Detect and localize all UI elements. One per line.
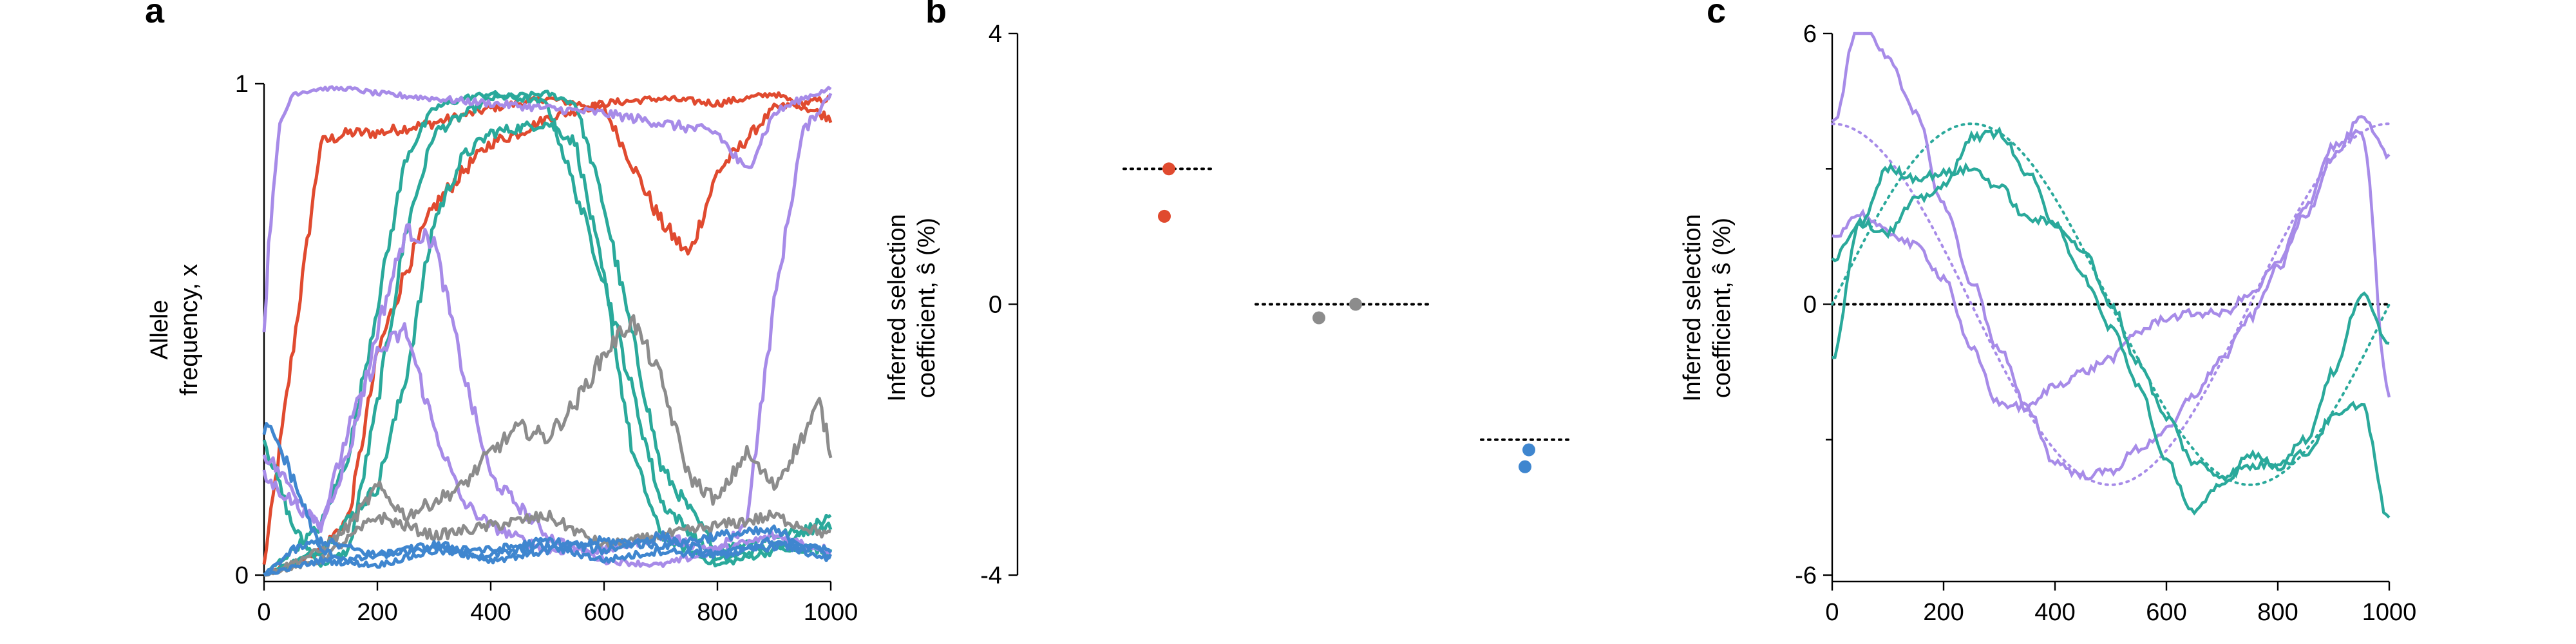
inferred-point-grey: [1312, 311, 1325, 325]
y-tick-label: -6: [1795, 562, 1817, 589]
y-axis-label-line: coefficient, ŝ (%): [913, 218, 940, 398]
x-tick-label: 0: [1825, 599, 1839, 626]
x-tick-label: 400: [2034, 599, 2075, 626]
y-axis-label: Inferred selection coefficient, ŝ (%): [884, 214, 940, 402]
y-axis-label-line: Inferred selection: [884, 214, 911, 402]
trajectory-blue-12: [263, 536, 831, 577]
trajectory-blue-11: [263, 524, 833, 576]
inferred-curve-purple-1: [1832, 128, 2391, 413]
inferred-curve-teal-2: [1832, 162, 2390, 482]
inferred-point-red: [1162, 162, 1175, 176]
trajectory-grey-8: [263, 314, 833, 577]
y-axis-label-line: frequency, x: [176, 264, 203, 395]
x-tick-label: 200: [1923, 599, 1964, 626]
x-tick-label: 0: [257, 599, 270, 626]
y-axis-label-line: coefficient, ŝ (%): [1709, 218, 1736, 398]
trajectory-teal-3: [263, 120, 832, 576]
x-tick-label: 200: [357, 599, 397, 626]
inferred-point-red: [1158, 209, 1171, 223]
y-tick-label: -4: [980, 562, 1002, 589]
x-tick-label: 1000: [804, 599, 858, 626]
y-tick-label: 1: [235, 71, 249, 98]
inferred-point-grey: [1349, 298, 1362, 311]
y-tick-label: 4: [989, 21, 1002, 48]
x-tick-label: 1000: [2362, 599, 2417, 626]
x-tick-label: 800: [2257, 599, 2298, 626]
trajectory-grey-9: [263, 509, 831, 577]
panel-label-a: a: [145, 0, 165, 30]
inferred-point-blue: [1522, 443, 1535, 457]
x-tick-label: 600: [583, 599, 624, 626]
y-axis-label-line: Inferred selection: [1679, 214, 1706, 402]
y-tick-label: 0: [989, 292, 1002, 319]
true-selection-curve-purple: [1831, 122, 2391, 486]
y-axis-label-line: Allele: [146, 300, 173, 360]
trajectory-purple-6: [262, 93, 833, 568]
trajectory-red-1: [263, 91, 833, 577]
x-tick-label: 400: [470, 599, 511, 626]
panel-label-b: b: [925, 0, 947, 30]
x-tick-label: 800: [697, 599, 737, 626]
trajectory-red-0: [262, 94, 831, 565]
inferred-curve-purple-0: [1831, 32, 2391, 481]
inferred-point-blue: [1519, 460, 1531, 473]
inferred-curve-teal-3: [1831, 126, 2391, 519]
y-axis-label: Allele frequency, x: [146, 264, 203, 395]
trajectory-teal-4: [263, 90, 833, 576]
panel-label-c: c: [1707, 0, 1726, 30]
trajectory-teal-2: [262, 90, 833, 568]
x-tick-label: 600: [2146, 599, 2186, 626]
y-tick-label: 0: [1803, 292, 1817, 319]
y-tick-label: 6: [1803, 21, 1817, 48]
y-axis-label: Inferred selection coefficient, ŝ (%): [1679, 214, 1736, 402]
trajectory-purple-5: [262, 85, 832, 332]
y-tick-label: 0: [235, 562, 249, 589]
